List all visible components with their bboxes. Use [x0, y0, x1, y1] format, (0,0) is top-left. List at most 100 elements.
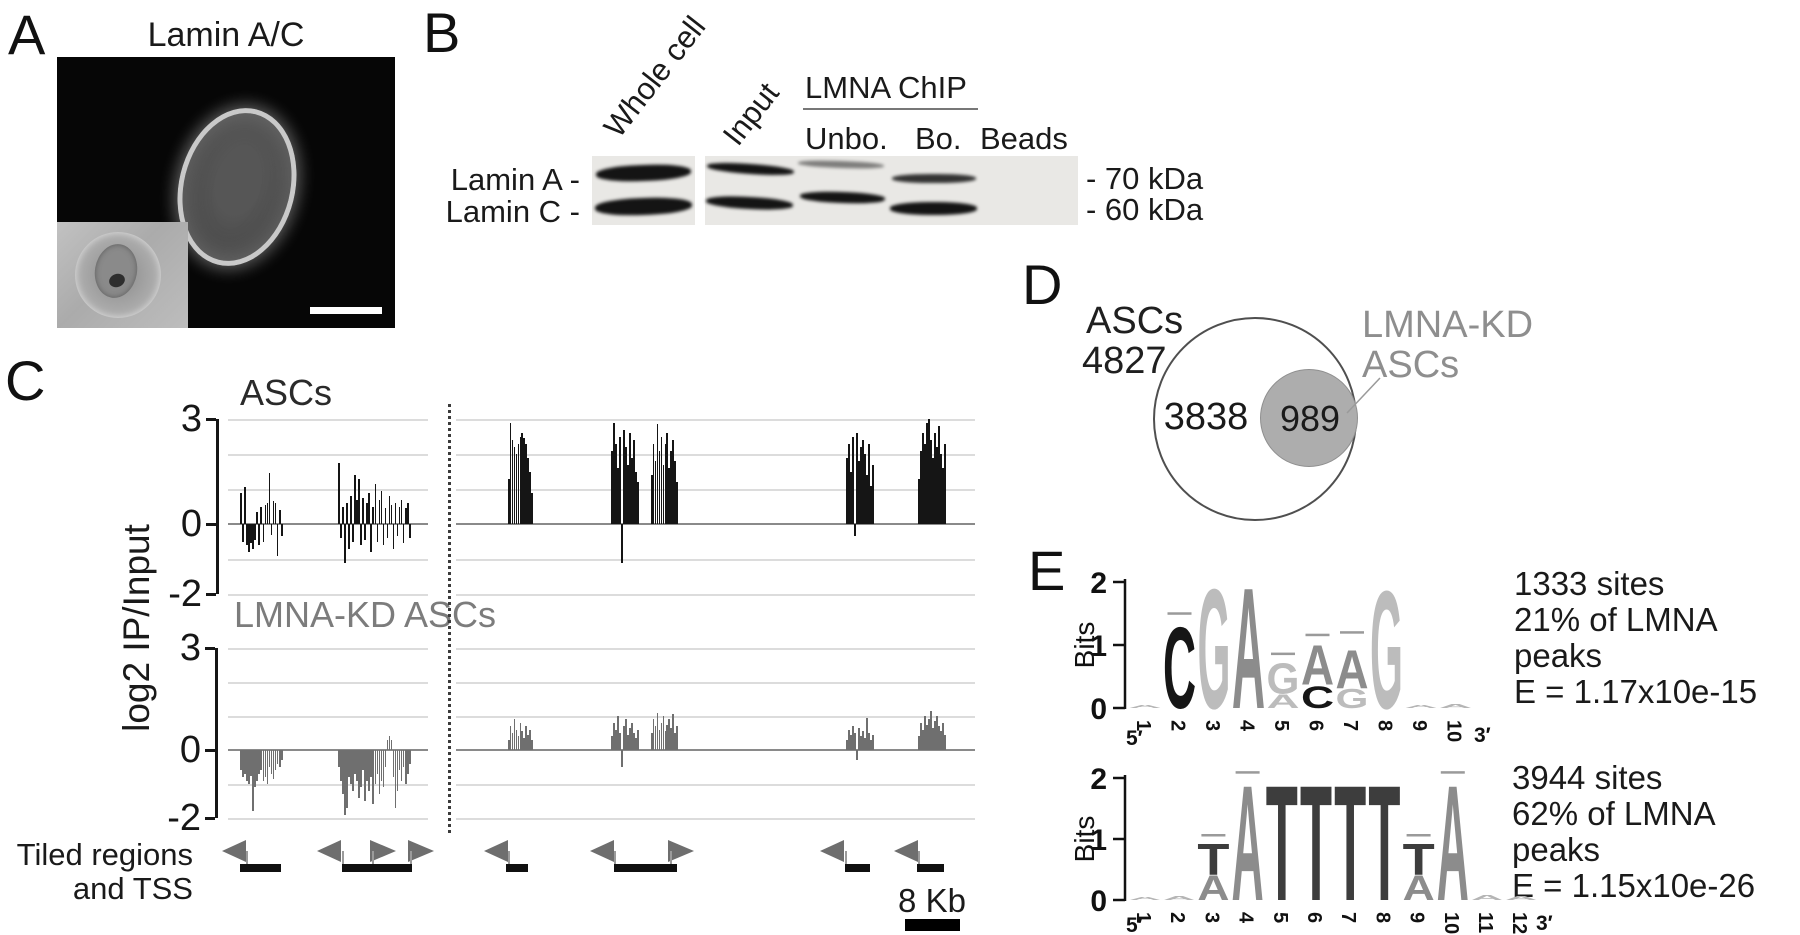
gridline [228, 454, 428, 456]
motif1-evalue: E = 1.17x10e-15 [1514, 673, 1758, 710]
chip-signal-bar [362, 497, 364, 524]
chip-signal-bar [519, 722, 522, 750]
chip-signal-bar [936, 447, 938, 524]
chip-signal-bar [402, 750, 405, 767]
gridline [456, 648, 975, 650]
y-axis-tick-label: 3 [180, 398, 202, 440]
chip-signal-bar [276, 750, 279, 764]
tiled-region-bar [845, 864, 870, 872]
chip-signal-bar [264, 750, 267, 778]
tss-connector [670, 851, 672, 867]
chip-signal-bar [611, 736, 613, 750]
chip-signal-bar [613, 422, 615, 524]
chip-signal-bar [366, 503, 368, 524]
chip-signal-bar [342, 750, 344, 795]
chip-signal-bar [662, 464, 665, 524]
tiled-region-bar [240, 864, 281, 872]
chip-signal-bar [517, 443, 520, 524]
chip-signal-bar [676, 726, 678, 750]
chip-signal-bar [274, 750, 277, 771]
chip-signal-bar [868, 733, 870, 750]
motif1-sites: 1333 sites [1514, 565, 1665, 602]
chip-signal-bar [272, 750, 275, 779]
chip-signal-bar [652, 443, 655, 524]
chip-signal-bar [660, 722, 663, 750]
venn-inner-name-line1: LMNA-KD [1362, 304, 1534, 346]
chip-signal-bar [256, 750, 258, 781]
chip-signal-bar [390, 504, 393, 524]
chip-signal-bar [850, 471, 852, 524]
chip-signal-bar [392, 524, 395, 549]
motif2-evalue: E = 1.15x10e-26 [1512, 867, 1756, 904]
chip-signal-bar [854, 733, 856, 750]
chip-signal-bar [260, 750, 263, 771]
tss-arrow-left [894, 840, 918, 862]
chip-signal-bar [354, 475, 356, 524]
chip-signal-bar [384, 750, 387, 767]
chip-signal-bar [240, 750, 242, 771]
chip-signal-bar [352, 750, 354, 791]
y-axis-tick-label: 0 [179, 729, 201, 771]
tss-connector [614, 851, 616, 867]
chip-signal-bar [613, 722, 615, 750]
venn-outer-total: 4827 [1082, 340, 1167, 382]
chip-signal-bar [633, 733, 635, 750]
chip-signal-bar [668, 468, 670, 524]
chip-signal-bar [521, 433, 523, 524]
lane-label-beads: Beads [980, 121, 1068, 156]
chip-signal-bar [408, 750, 411, 764]
chip-signal-bar [278, 750, 281, 767]
row-label-lamin-c: Lamin C - [445, 194, 580, 229]
region-divider-dotted-line [448, 404, 451, 833]
venn-inner-name-line2: ASCs [1362, 344, 1460, 386]
chip-signal-bar [350, 750, 352, 784]
gridline [228, 818, 428, 820]
tss-connector [845, 851, 847, 867]
chip-signal-bar [513, 719, 516, 750]
chip-signal-bar [250, 750, 252, 776]
chip-signal-bar [388, 496, 391, 524]
chip-signal-bar [258, 524, 261, 545]
chip-signal-bar [386, 524, 389, 538]
chip-signal-bar [940, 731, 942, 750]
chip-signal-bar [870, 485, 872, 524]
chip-signal-bar [396, 524, 399, 537]
chip-signal-bar [527, 734, 529, 750]
chip-signal-bar [930, 710, 932, 750]
chip-signal-bar [623, 726, 625, 750]
chip-signal-bar [374, 483, 377, 524]
chip-signal-bar [615, 729, 617, 750]
gridline [228, 594, 428, 596]
chip-signal-bar [848, 443, 850, 524]
tss-arrow-right [370, 840, 396, 862]
chip-signal-bar [244, 487, 246, 524]
marker-70kda: - 70 kDa [1086, 161, 1204, 196]
chip-signal-bar [670, 727, 672, 750]
chip-signal-bar [930, 440, 932, 524]
chip-signal-bar [936, 716, 938, 750]
chip-signal-bar [398, 506, 401, 524]
chip-signal-bar [270, 524, 273, 535]
track-title-ascs: ASCs [240, 372, 333, 413]
chip-signal-bar [633, 440, 635, 524]
chip-signal-bar [856, 433, 858, 524]
genomic-scale-bar [905, 919, 960, 931]
chip-signal-bar [370, 524, 373, 552]
chip-signal-bar [360, 750, 362, 788]
venn-inner-circle [1260, 369, 1358, 467]
chip-signal-bar [262, 750, 265, 781]
chip-signal-bar [509, 422, 512, 524]
chip-signal-bar [382, 524, 385, 545]
chip-signal-bar [934, 433, 936, 524]
chip-signal-bar [400, 499, 403, 524]
chip-signal-bar [394, 503, 397, 524]
chip-signal-bar [619, 733, 621, 750]
chip-signal-bar [252, 750, 254, 812]
chip-signal-bar [384, 508, 387, 524]
chip-signal-bar [372, 750, 375, 805]
chip-signal-bar [631, 722, 633, 750]
chip-signal-bar [860, 447, 862, 524]
track-title-lmna-kd: LMNA-KD ASCs [234, 594, 497, 635]
chip-signal-bar [862, 731, 864, 750]
